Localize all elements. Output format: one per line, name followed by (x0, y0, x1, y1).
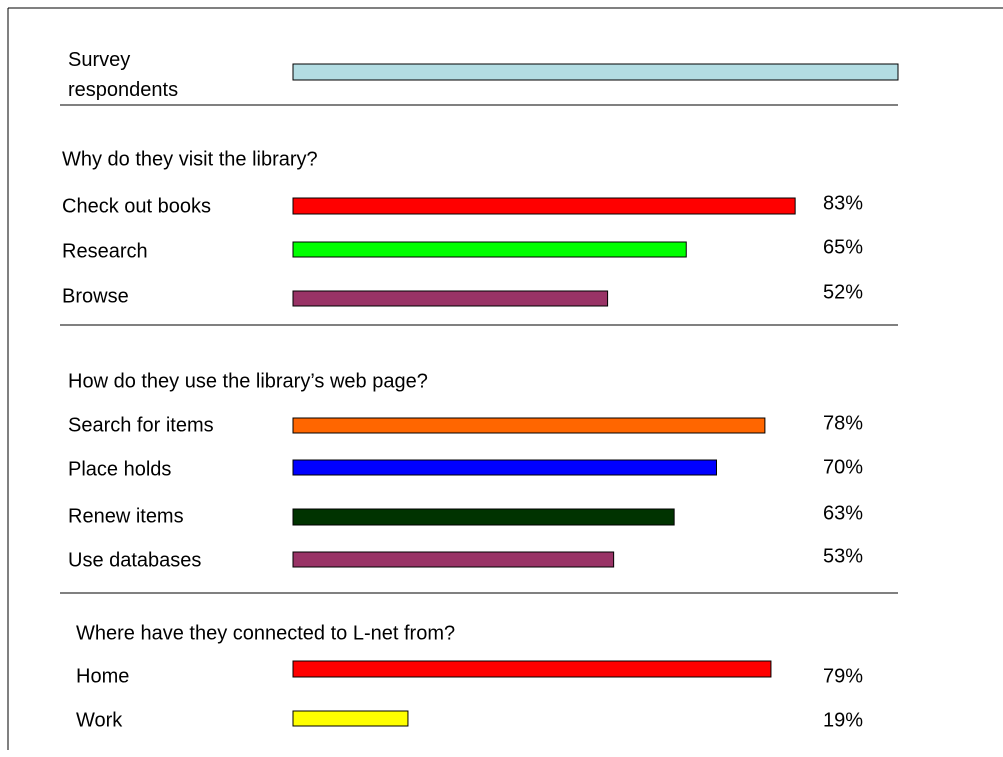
value-label: 63% (823, 502, 863, 524)
value-label: 70% (823, 456, 863, 478)
value-label: 52% (823, 281, 863, 303)
category-label: Survey respondents (68, 49, 179, 101)
value-label: 19% (823, 709, 863, 731)
value-label: 78% (823, 412, 863, 434)
bar (292, 459, 717, 476)
bar (292, 710, 409, 727)
label-box: Survey respondents (68, 49, 179, 101)
value-label: 53% (823, 545, 863, 567)
bar (292, 290, 609, 307)
category-label: Renew items (68, 505, 184, 527)
category-label: Work (76, 709, 123, 731)
bar (292, 508, 675, 526)
category-label: Search for items (68, 414, 214, 436)
bar (292, 241, 687, 258)
bar (292, 197, 796, 215)
value-label: 65% (823, 236, 863, 258)
category-label: Browse (62, 285, 129, 307)
bar (292, 417, 766, 434)
category-label: Research (62, 240, 148, 262)
value-label: 79% (823, 665, 863, 687)
section-title: Why do they visit the library? (62, 148, 318, 170)
bar (292, 551, 615, 568)
section-title: Where have they connected to L-net from? (76, 622, 455, 644)
category-label: Check out books (62, 195, 211, 217)
bar (292, 660, 772, 678)
section-title: How do they use the library’s web page? (68, 370, 428, 392)
bar (292, 63, 899, 81)
value-label: 83% (823, 192, 863, 214)
category-label: Use databases (68, 549, 201, 571)
category-label: Place holds (68, 458, 171, 480)
category-label: Home (76, 665, 129, 687)
